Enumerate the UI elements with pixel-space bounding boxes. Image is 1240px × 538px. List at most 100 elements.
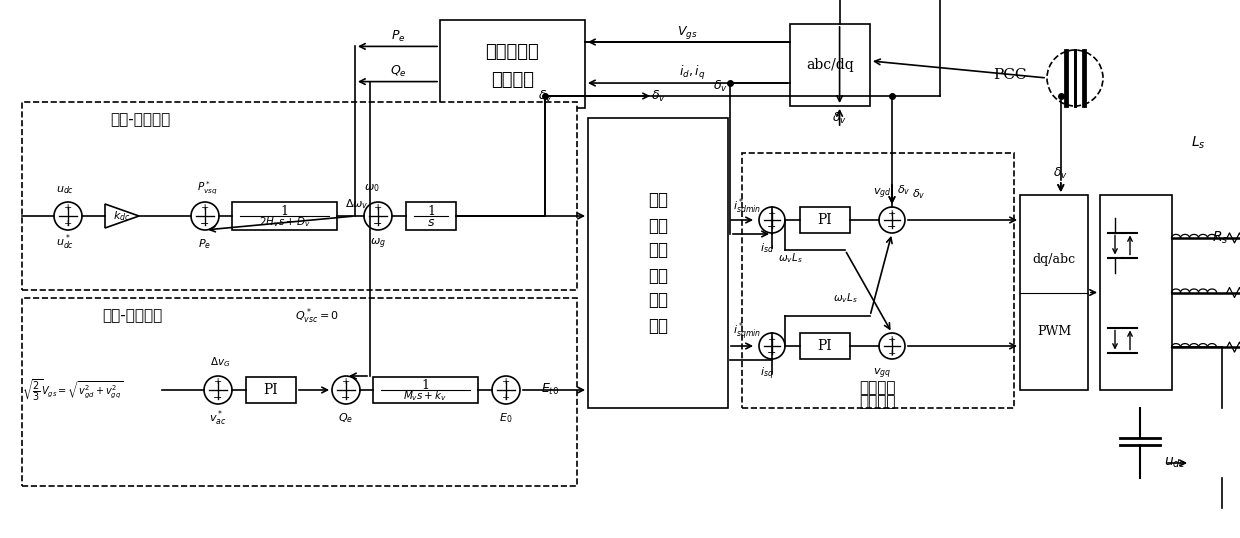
Text: $\omega_vL_s$: $\omega_vL_s$ [777, 251, 802, 265]
Bar [373, 377, 477, 403]
Text: $i^*_{sqmin}$: $i^*_{sqmin}$ [733, 321, 761, 343]
Text: $\omega_g$: $\omega_g$ [370, 237, 386, 251]
Text: 单位
功率
最小
电流
应力
控制: 单位 功率 最小 电流 应力 控制 [649, 192, 668, 335]
Text: $\delta_v$: $\delta_v$ [651, 88, 666, 103]
Text: $\delta_v$: $\delta_v$ [897, 183, 910, 197]
Text: PWM: PWM [1037, 325, 1071, 338]
Text: PI: PI [817, 339, 832, 353]
Text: $\delta_v$: $\delta_v$ [832, 110, 847, 125]
Bar [440, 20, 585, 108]
Text: +: + [64, 203, 72, 213]
Bar [742, 153, 1014, 408]
Text: −: − [888, 222, 897, 232]
Circle shape [1047, 50, 1104, 106]
Text: −: − [768, 348, 776, 358]
Text: $L_s$: $L_s$ [1190, 135, 1205, 151]
Text: $\sqrt{\dfrac{2}{3}}V_{gs}=\sqrt{v_{gd}^2+v_{gq}^2}$: $\sqrt{\dfrac{2}{3}}V_{gs}=\sqrt{v_{gd}^… [22, 377, 123, 403]
Text: PI: PI [817, 213, 832, 227]
Circle shape [191, 202, 219, 230]
Text: $\delta_v$: $\delta_v$ [911, 187, 925, 201]
Circle shape [492, 376, 520, 404]
Text: $v_{gd}$: $v_{gd}$ [873, 187, 892, 201]
Text: −: − [373, 219, 383, 229]
Bar [232, 202, 337, 230]
Text: +: + [888, 209, 897, 217]
Bar [1021, 195, 1087, 390]
Text: $R_s$: $R_s$ [1211, 230, 1229, 246]
Circle shape [332, 376, 360, 404]
Text: 1: 1 [427, 205, 435, 218]
Text: $i_{sq}$: $i_{sq}$ [760, 366, 774, 382]
Bar [22, 298, 577, 486]
Text: +: + [502, 393, 510, 402]
Text: 内环电流: 内环电流 [859, 380, 897, 395]
Bar [22, 102, 577, 290]
Bar [1100, 195, 1172, 390]
Circle shape [55, 202, 82, 230]
Text: $i_{sd}$: $i_{sd}$ [760, 241, 774, 255]
Text: 功率计算: 功率计算 [491, 71, 534, 89]
Text: $u_{dc}$: $u_{dc}$ [56, 184, 74, 196]
Text: +: + [768, 209, 776, 217]
Text: $v^*_{ac}$: $v^*_{ac}$ [210, 408, 227, 428]
Text: $2H_vs+D_v$: $2H_vs+D_v$ [259, 215, 310, 229]
Text: 1: 1 [280, 205, 289, 218]
Text: $k_{dc}$: $k_{dc}$ [113, 209, 130, 223]
Circle shape [759, 207, 785, 233]
Circle shape [365, 202, 392, 230]
Text: −: − [341, 393, 351, 403]
Text: +: + [213, 378, 222, 386]
Text: −: − [768, 222, 776, 232]
Text: $i^*_{sdmin}$: $i^*_{sdmin}$ [733, 196, 761, 216]
Text: 解耦控制: 解耦控制 [859, 394, 897, 409]
Text: 有功-频率控制: 有功-频率控制 [110, 112, 170, 128]
Text: $Q_e$: $Q_e$ [339, 411, 353, 425]
Text: +: + [342, 378, 350, 386]
Text: $i_d,i_q$: $i_d,i_q$ [680, 64, 706, 82]
Bar [405, 202, 456, 230]
Text: 1: 1 [422, 379, 429, 392]
Text: $E_{t0}$: $E_{t0}$ [541, 381, 559, 397]
Text: $\Delta v_G$: $\Delta v_G$ [210, 355, 231, 369]
Text: −: − [201, 219, 210, 229]
Circle shape [759, 333, 785, 359]
Text: +: + [888, 335, 897, 343]
Text: $P_e$: $P_e$ [391, 29, 405, 44]
Text: abc/dq: abc/dq [806, 58, 854, 72]
Text: 有功与无功: 有功与无功 [486, 43, 539, 61]
Circle shape [879, 333, 905, 359]
Bar [246, 377, 296, 403]
Text: $Q^*_{vsc}=0$: $Q^*_{vsc}=0$ [295, 306, 339, 326]
Text: $P^*_{vsq}$: $P^*_{vsq}$ [197, 179, 217, 197]
Text: +: + [64, 220, 72, 229]
Text: $u^*_{dc}$: $u^*_{dc}$ [56, 232, 74, 252]
Text: $\delta_v$: $\delta_v$ [1053, 166, 1069, 181]
Text: $\omega_vL_s$: $\omega_vL_s$ [832, 291, 857, 305]
Text: +: + [374, 203, 382, 213]
Text: −: − [213, 393, 223, 403]
Text: PI: PI [264, 383, 278, 397]
Text: $\omega_0$: $\omega_0$ [365, 182, 379, 194]
Text: dq/abc: dq/abc [1033, 253, 1075, 266]
Text: $E_0$: $E_0$ [500, 411, 512, 425]
Text: $P_e$: $P_e$ [198, 237, 212, 251]
Text: PCC: PCC [993, 68, 1027, 82]
Text: +: + [888, 349, 897, 357]
Text: 无功-电压控制: 无功-电压控制 [102, 308, 162, 323]
Text: +: + [768, 335, 776, 343]
Bar [790, 24, 870, 106]
Bar [800, 333, 849, 359]
Text: $M_vs+k_v$: $M_vs+k_v$ [403, 389, 448, 402]
Circle shape [879, 207, 905, 233]
Text: $Q_e$: $Q_e$ [389, 64, 407, 79]
Text: $\Delta\omega_v$: $\Delta\omega_v$ [345, 197, 368, 211]
Polygon shape [105, 204, 139, 228]
Text: $\delta_v$: $\delta_v$ [537, 88, 553, 103]
Circle shape [205, 376, 232, 404]
Text: $V_{gs}$: $V_{gs}$ [677, 24, 698, 40]
Text: $s$: $s$ [427, 216, 435, 229]
Bar [800, 207, 849, 233]
Text: $u_{dc}$: $u_{dc}$ [1164, 456, 1187, 470]
Text: +: + [502, 378, 510, 386]
Text: $\delta_v$: $\delta_v$ [713, 79, 728, 94]
